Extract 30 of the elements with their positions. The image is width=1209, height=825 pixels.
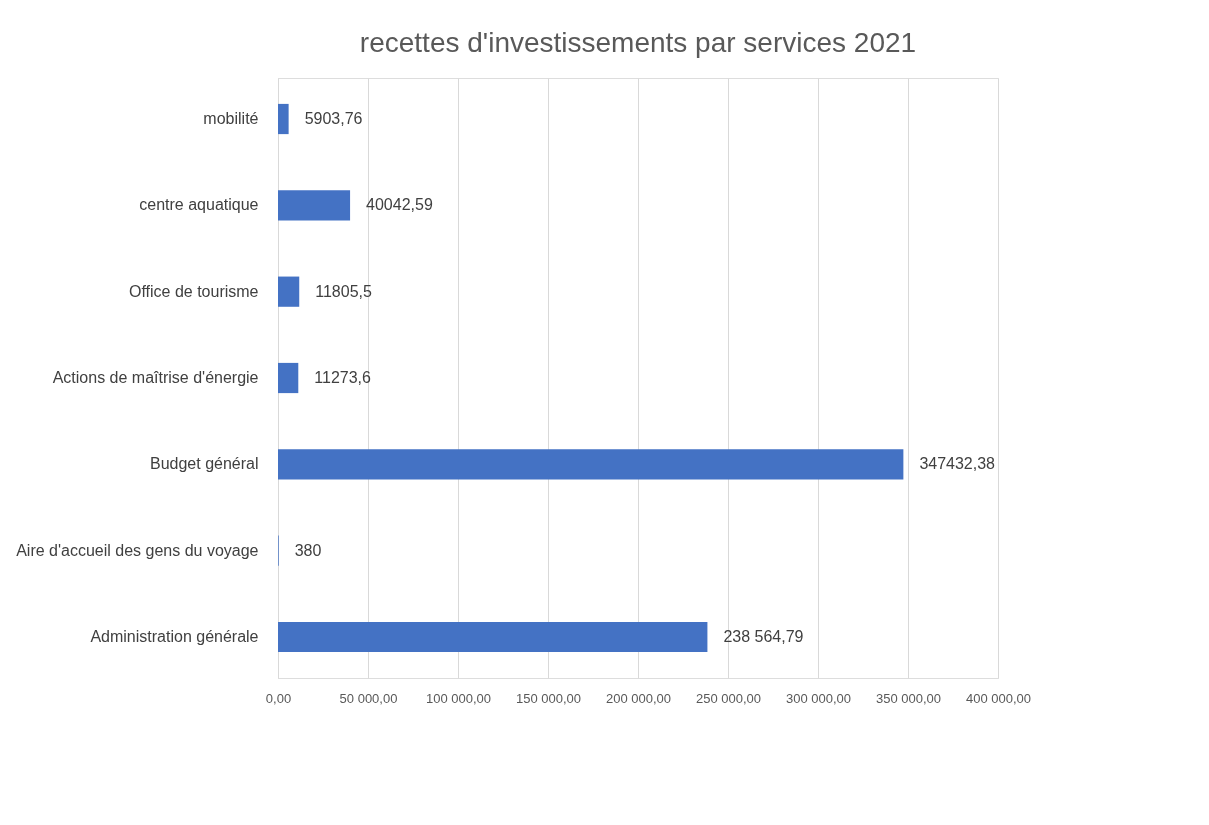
x-tick-label: 50 000,00 (339, 690, 398, 706)
x-tick-label: 250 000,00 (695, 690, 762, 706)
bar (278, 362, 299, 394)
bar (278, 621, 708, 653)
bar (278, 190, 351, 221)
y-tick-label: Administration générale (90, 627, 259, 645)
bar (278, 103, 289, 135)
y-tick-label: Aire d'accueil des gens du voyage (16, 541, 259, 559)
x-tick-label: 150 000,00 (515, 690, 582, 706)
y-tick-label: Office de tourisme (128, 282, 259, 300)
data-label: 11273,6 (314, 369, 372, 386)
data-label: 11805,5 (315, 282, 372, 300)
bar (278, 449, 904, 480)
y-tick-label: centre aquatique (139, 196, 259, 214)
x-tick-label: 300 000,00 (785, 690, 852, 706)
x-tick-label: 350 000,00 (875, 690, 942, 706)
bar (278, 276, 300, 307)
data-label: 380 (294, 541, 322, 559)
data-label: 238 564,79 (723, 627, 804, 645)
y-tick-label: Actions de maîtrise d'énergie (52, 369, 259, 386)
data-label: 5903,76 (304, 110, 363, 128)
data-label: 40042,59 (366, 196, 433, 214)
x-tick-label: 0,00 (265, 690, 292, 706)
x-tick-label: 200 000,00 (605, 690, 672, 706)
chart-title: recettes d'investissements par services 2021 (359, 27, 917, 58)
x-tick-label: 100 000,00 (425, 690, 492, 706)
y-tick-label: Budget général (149, 455, 259, 473)
data-label: 347432,38 (919, 455, 996, 473)
x-tick-label: 400 000,00 (965, 690, 1032, 706)
y-tick-label: mobilité (203, 110, 259, 128)
